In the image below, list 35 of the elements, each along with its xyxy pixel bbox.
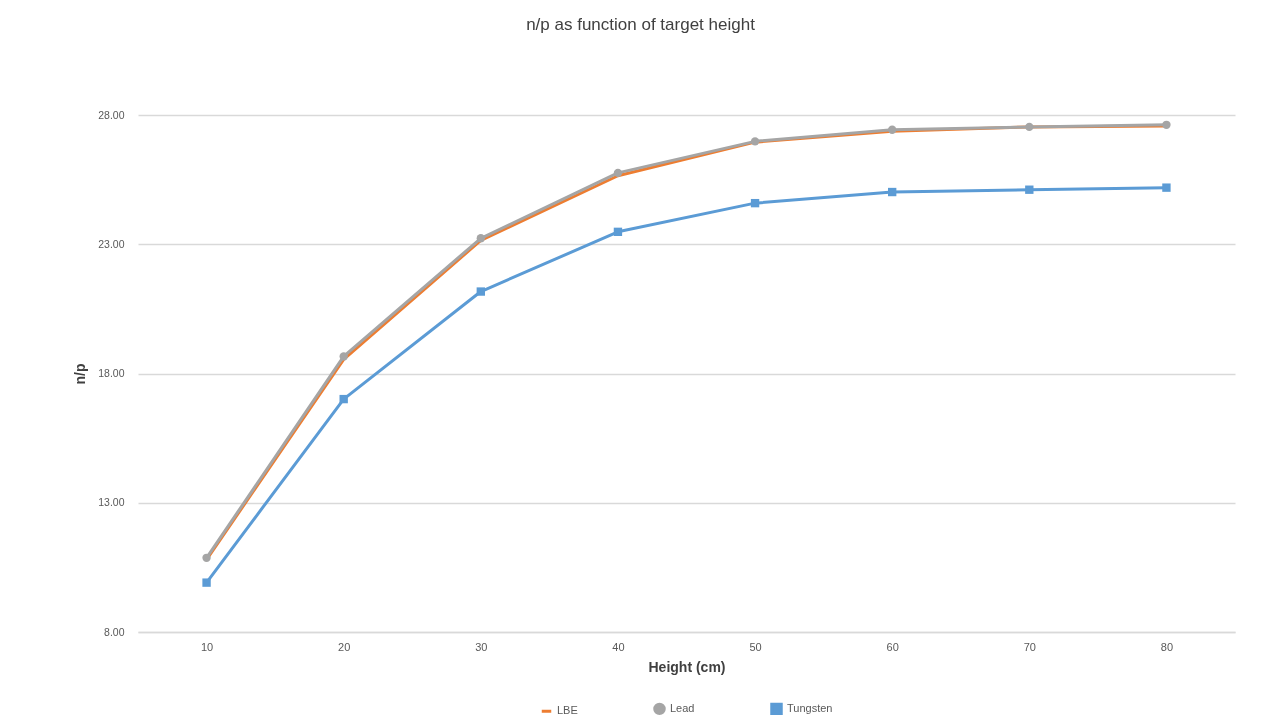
y-tick-label: 13.00 bbox=[98, 496, 125, 509]
y-axis-title: n/p bbox=[71, 363, 88, 385]
point bbox=[1162, 183, 1171, 192]
point bbox=[202, 578, 211, 587]
point bbox=[476, 287, 485, 296]
x-axis-title: Height (cm) bbox=[648, 658, 726, 675]
point bbox=[888, 125, 897, 134]
x-tick-label: 30 bbox=[475, 640, 488, 653]
point bbox=[613, 168, 623, 178]
point bbox=[202, 553, 211, 562]
y-tick-label: 23.00 bbox=[98, 237, 125, 250]
y-tick-label: 28.00 bbox=[98, 108, 125, 121]
point bbox=[1162, 120, 1171, 129]
chart-title: n/p as function of target height bbox=[526, 15, 756, 34]
point bbox=[750, 198, 760, 208]
x-tick-label: 10 bbox=[200, 640, 214, 653]
point bbox=[613, 227, 623, 237]
x-tick-label: 60 bbox=[886, 640, 899, 653]
point bbox=[1025, 185, 1034, 194]
point bbox=[339, 352, 348, 361]
point bbox=[888, 187, 897, 197]
x-tick-label: 20 bbox=[338, 640, 351, 653]
legend-label: Tungsten bbox=[787, 701, 833, 714]
point bbox=[339, 394, 348, 404]
legend-label: Lead bbox=[670, 701, 695, 714]
point bbox=[476, 234, 485, 243]
legend-label: LBE bbox=[557, 704, 578, 717]
x-tick-label: 80 bbox=[1160, 640, 1174, 653]
point bbox=[750, 137, 760, 146]
x-tick-label: 40 bbox=[612, 640, 625, 653]
x-tick-label: 50 bbox=[749, 640, 762, 653]
point bbox=[1025, 122, 1034, 132]
x-tick-label: 70 bbox=[1023, 640, 1036, 653]
y-tick-label: 18.00 bbox=[98, 367, 125, 379]
y-tick-label: 8.00 bbox=[104, 625, 125, 638]
